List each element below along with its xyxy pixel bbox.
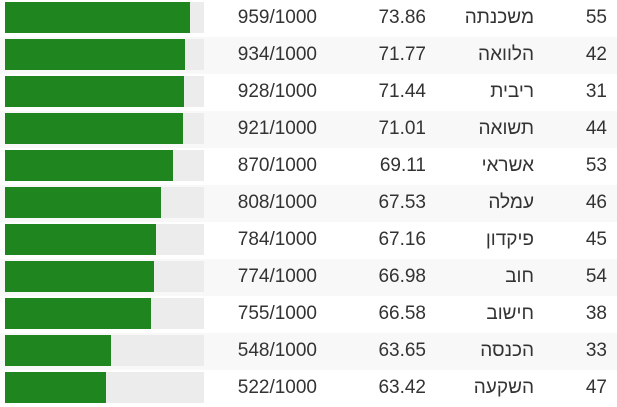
score-bar-fill [5,335,111,366]
score-cell: 755/1000 [237,303,317,324]
rank-cell: 31 [585,81,607,102]
word-cell: תשואה [478,118,534,139]
word-cell: חוב [505,266,534,287]
rank-cell: 46 [585,192,607,213]
table-row: 548/1000 63.65 הכנסה 33 [0,333,617,370]
rank-cell: 54 [585,266,607,287]
rank-cell: 55 [585,7,607,28]
score-cell: 870/1000 [237,155,317,176]
score-cell: 959/1000 [237,7,317,28]
score-bar-track [5,298,204,329]
word-cell: עמלה [488,192,534,213]
score-bar-track [5,372,204,403]
score-cell: 934/1000 [237,44,317,65]
value-cell: 73.86 [378,7,426,28]
value-cell: 63.42 [378,377,426,398]
score-cell: 921/1000 [237,118,317,139]
score-bar-fill [5,113,183,144]
score-bar-track [5,113,204,144]
value-cell: 66.58 [378,303,426,324]
table-row: 755/1000 66.58 חישוב 38 [0,296,617,333]
score-bar-track [5,2,204,33]
table-row: 522/1000 63.42 השקעה 47 [0,370,617,407]
rank-cell: 38 [585,303,607,324]
score-bar-track [5,335,204,366]
table-row: 921/1000 71.01 תשואה 44 [0,111,617,148]
rank-cell: 42 [585,44,607,65]
word-cell: פיקדון [485,229,534,250]
score-cell: 808/1000 [237,192,317,213]
score-bar-track [5,76,204,107]
score-bar-fill [5,372,106,403]
rank-cell: 44 [585,118,607,139]
score-cell: 774/1000 [237,266,317,287]
value-cell: 71.77 [378,44,426,65]
value-cell: 67.53 [378,192,426,213]
word-cell: הכנסה [480,340,534,361]
score-bar-fill [5,187,161,218]
score-bar-fill [5,2,190,33]
value-cell: 69.11 [379,155,426,176]
word-cell: ריבית [490,81,534,102]
score-bar-track [5,187,204,218]
rank-cell: 47 [585,377,607,398]
table-row: 934/1000 71.77 הלוואה 42 [0,37,617,74]
score-bar-track [5,150,204,181]
word-cell: אשראי [481,155,534,176]
score-bar-fill [5,76,184,107]
table-row: 928/1000 71.44 ריבית 31 [0,74,617,111]
score-bar-track [5,261,204,292]
score-cell: 928/1000 [237,81,317,102]
value-cell: 67.16 [378,229,426,250]
score-cell: 784/1000 [237,229,317,250]
score-bar-track [5,39,204,70]
value-cell: 71.44 [378,81,426,102]
score-bar-fill [5,150,173,181]
table-row: 959/1000 73.86 משכנתה 55 [0,0,617,37]
score-bar-fill [5,224,156,255]
table-row: 870/1000 69.11 אשראי 53 [0,148,617,185]
score-cell: 548/1000 [237,340,317,361]
value-cell: 63.65 [378,340,426,361]
table-row: 808/1000 67.53 עמלה 46 [0,185,617,222]
score-bar-track [5,224,204,255]
table-row: 774/1000 66.98 חוב 54 [0,259,617,296]
word-cell: הלוואה [478,44,534,65]
word-cell: חישוב [486,303,534,324]
word-cell: השקעה [473,377,534,398]
value-cell: 71.01 [378,118,426,139]
score-bar-fill [5,298,151,329]
rank-cell: 45 [585,229,607,250]
value-cell: 66.98 [378,266,426,287]
score-bar-fill [5,39,185,70]
rank-cell: 33 [585,340,607,361]
table-row: 784/1000 67.16 פיקדון 45 [0,222,617,259]
score-bar-fill [5,261,154,292]
word-cell: משכנתה [464,7,534,28]
score-cell: 522/1000 [237,377,317,398]
rank-cell: 53 [585,155,607,176]
